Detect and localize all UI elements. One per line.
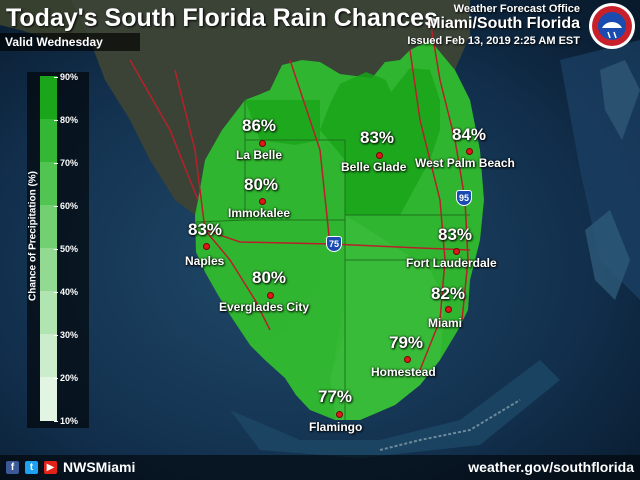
pct-flamingo: 77% [318, 387, 353, 406]
land-north [70, 0, 470, 215]
legend-color-scale [40, 76, 57, 421]
city-dot-everglades-city [267, 292, 274, 299]
city-dot-miami [445, 306, 452, 313]
twitter-icon[interactable]: t [25, 461, 38, 474]
label-la-belle: La Belle [236, 148, 283, 162]
label-west-palm-beach: West Palm Beach [415, 156, 515, 170]
legend-bin [40, 76, 57, 120]
label-belle-glade: Belle Glade [341, 160, 407, 174]
city-dot-fort-lauderdale [453, 248, 460, 255]
label-homestead: Homestead [371, 365, 436, 379]
city-dot-naples [203, 243, 210, 250]
zone-miami-dade [330, 215, 445, 420]
zone-glades [245, 100, 320, 145]
legend-tick-label: 50% [53, 244, 79, 254]
city-dot-la-belle [259, 140, 266, 147]
land-northwest [0, 0, 90, 42]
label-everglades-city: Everglades City [219, 300, 310, 314]
legend-bin [40, 377, 57, 421]
valid-day: Valid Wednesday [0, 33, 140, 51]
zone-palm-beach [320, 68, 440, 215]
pct-west-palm-beach: 84% [452, 125, 487, 144]
website-link[interactable]: weather.gov/southflorida [468, 459, 634, 475]
legend-bin [40, 119, 57, 163]
bahamas-island-south [585, 210, 630, 300]
label-naples: Naples [185, 254, 225, 268]
legend-tick-label: 90% [53, 72, 79, 82]
label-immokalee: Immokalee [228, 206, 291, 220]
legend-bin [40, 334, 57, 378]
legend-tick-label: 70% [53, 158, 79, 168]
legend-tick-label: 30% [53, 330, 79, 340]
nws-logo-icon [589, 3, 635, 49]
map-title: Today's South Florida Rain Chances [6, 4, 438, 32]
office-heading: Weather Forecast Office [453, 3, 580, 15]
legend-tick-label: 40% [53, 287, 79, 297]
city-dot-flamingo [336, 411, 343, 418]
legend-bin [40, 162, 57, 206]
facebook-icon[interactable]: f [6, 461, 19, 474]
footer-bar [0, 455, 640, 480]
pct-naples: 83% [188, 220, 223, 239]
interstate-75-shield: 75 [326, 236, 342, 252]
interstate-95-shield: 95 [456, 190, 472, 206]
issued-time: Issued Feb 13, 2019 2:25 AM EST [407, 35, 580, 47]
pct-everglades-city: 80% [252, 268, 287, 287]
office-info: Weather Forecast Office Miami/South Flor… [407, 3, 580, 47]
city-dot-belle-glade [376, 152, 383, 159]
city-dot-homestead [404, 356, 411, 363]
label-fort-lauderdale: Fort Lauderdale [406, 256, 497, 270]
florida-keys [379, 399, 521, 451]
pct-homestead: 79% [389, 333, 424, 352]
legend-tick-label: 60% [53, 201, 79, 211]
city-dot-immokalee [259, 198, 266, 205]
legend-tick-label: 80% [53, 115, 79, 125]
social-handle[interactable]: NWSMiami [63, 459, 136, 475]
highways [129, 19, 471, 371]
legend-tick-label: 20% [53, 373, 79, 383]
legend-bin [40, 291, 57, 335]
pct-immokalee: 80% [244, 175, 279, 194]
youtube-icon[interactable]: ▶ [44, 461, 57, 474]
legend-bin [40, 248, 57, 292]
bahamas-island [600, 60, 640, 140]
pct-miami: 82% [431, 284, 466, 303]
city-dot-west-palm-beach [466, 148, 473, 155]
zone-mainland-monroe [250, 245, 345, 410]
pct-fort-lauderdale: 83% [438, 225, 473, 244]
legend-bin [40, 205, 57, 249]
pct-la-belle: 86% [242, 116, 277, 135]
office-name: Miami/South Florida [427, 15, 580, 32]
florida-bay-shallows [230, 360, 560, 458]
label-miami: Miami [428, 316, 463, 330]
legend-panel [27, 72, 89, 428]
legend-title: Chance of Precipitation (%) [27, 170, 39, 302]
pct-belle-glade: 83% [360, 128, 395, 147]
label-flamingo: Flamingo [309, 420, 363, 434]
legend-tick-label: 10% [53, 416, 79, 426]
